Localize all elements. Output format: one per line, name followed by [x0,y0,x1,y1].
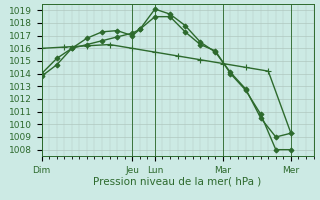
X-axis label: Pression niveau de la mer( hPa ): Pression niveau de la mer( hPa ) [93,176,262,186]
